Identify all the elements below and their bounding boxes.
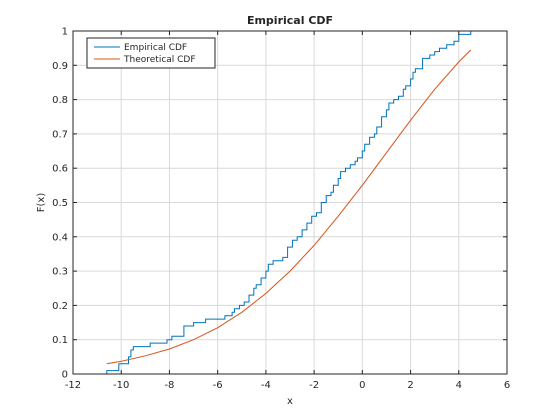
x-tick-label: -2	[309, 380, 319, 391]
x-tick-label: 4	[456, 380, 462, 391]
x-axis-label: x	[287, 396, 293, 407]
chart-title: Empirical CDF	[247, 14, 333, 27]
legend: Empirical CDF Theoretical CDF	[86, 37, 216, 69]
y-tick-label: 0.4	[52, 232, 68, 243]
x-tick-label: 6	[504, 380, 510, 391]
y-axis-label: F(x)	[36, 193, 47, 213]
x-tick-label: -6	[213, 380, 223, 391]
y-tick-label: 0.9	[52, 61, 68, 72]
axis-ticks: -12 -10 -8 -6 -4 -2 0 2 4 6 0 0.1 0.2 0.3 0.4 0.5 0.6 0.7…	[52, 27, 510, 392]
y-tick-label: 0.8	[52, 95, 68, 106]
y-tick-label: 0.5	[52, 198, 68, 209]
legend-label-theoretical: Theoretical CDF	[123, 55, 196, 65]
legend-label-empirical: Empirical CDF	[124, 43, 187, 53]
y-tick-label: 0.6	[52, 164, 68, 175]
x-tick-label: 2	[407, 380, 413, 391]
y-tick-label: 1	[62, 27, 68, 38]
y-tick-label: 0.3	[52, 267, 68, 278]
theoretical-cdf-line	[106, 49, 472, 365]
x-tick-label: -12	[65, 380, 81, 391]
empirical-cdf-line	[106, 31, 472, 374]
y-tick-label: 0.1	[52, 335, 68, 346]
plot-series	[106, 31, 472, 374]
x-tick-label: -8	[164, 380, 174, 391]
y-tick-label: 0.7	[52, 129, 68, 140]
x-tick-label: 0	[359, 380, 365, 391]
grid	[73, 31, 507, 374]
legend-box	[86, 37, 216, 69]
y-tick-label: 0	[62, 370, 68, 381]
x-tick-label: -4	[261, 380, 271, 391]
x-tick-label: -10	[113, 380, 129, 391]
y-tick-label: 0.2	[52, 301, 68, 312]
